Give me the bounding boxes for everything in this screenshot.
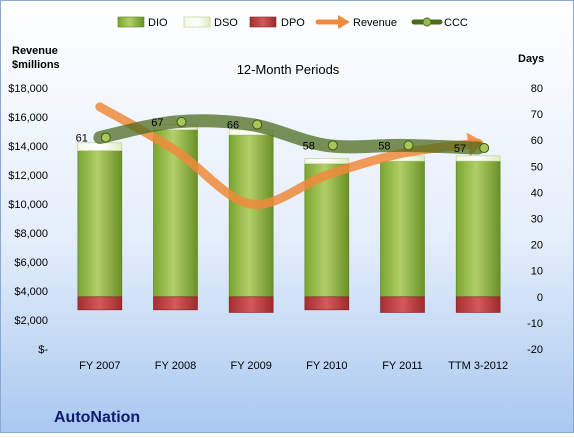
ccc-data-label: 57 <box>454 143 466 155</box>
ccc-point <box>176 116 187 127</box>
right-axis-label: Days <box>518 53 544 65</box>
ccc-point <box>100 132 111 143</box>
ccc-point <box>252 119 263 130</box>
legend-swatch-dpo <box>249 16 277 28</box>
bar-dpo <box>455 296 501 313</box>
bar-dpo <box>304 296 350 311</box>
left-tick-label: $18,000 <box>8 83 48 95</box>
legend-label-revenue: Revenue <box>353 17 397 29</box>
category-label: FY 2007 <box>79 360 120 372</box>
bar-dso <box>304 158 350 164</box>
legend-swatch-dso <box>183 16 211 28</box>
bar-dpo <box>153 296 198 311</box>
left-tick-label: $8,000 <box>14 228 48 240</box>
ccc-data-label: 58 <box>378 140 390 152</box>
right-tick-label: -20 <box>527 344 543 356</box>
ccc-point <box>479 143 490 154</box>
bar-dio <box>380 160 425 298</box>
right-tick-label: 30 <box>531 214 543 226</box>
legend-label-dso: DSO <box>214 17 238 29</box>
bar-dio <box>228 134 274 298</box>
right-tick-label: 20 <box>531 240 543 252</box>
right-tick-label: 80 <box>531 83 543 95</box>
right-tick-label: -10 <box>527 318 543 330</box>
company-label: AutoNation <box>54 409 140 426</box>
ccc-data-label: 66 <box>227 120 239 132</box>
bar-dio <box>77 150 123 298</box>
left-tick-label: $- <box>38 344 48 356</box>
right-tick-label: 40 <box>531 187 543 199</box>
left-tick-label: $6,000 <box>14 257 48 269</box>
category-label: FY 2010 <box>306 360 347 372</box>
left-tick-label: $10,000 <box>8 199 48 211</box>
bar-dpo <box>77 296 123 311</box>
bar-dso <box>455 155 501 162</box>
legend-label-ccc: CCC <box>444 17 468 29</box>
lines-group: 61 67 66 58 58 57 <box>76 102 490 209</box>
left-tick-label: $2,000 <box>14 315 48 327</box>
bar-dpo <box>380 296 425 313</box>
ccc-data-label: 67 <box>151 117 163 129</box>
bars-group <box>77 124 501 313</box>
category-labels: FY 2007 FY 2008 FY 2009 FY 2010 FY 2011 TTM 3… <box>79 360 508 372</box>
left-tick-label: $12,000 <box>8 170 48 182</box>
left-tick-label: $14,000 <box>8 141 48 153</box>
category-label: FY 2009 <box>230 360 271 372</box>
right-axis: -20 -10 0 10 20 30 40 50 60 70 80 <box>527 83 543 356</box>
legend-label-dpo: DPO <box>281 17 305 29</box>
right-tick-label: 10 <box>531 266 543 278</box>
right-tick-label: 50 <box>531 161 543 173</box>
legend-label-dio: DIO <box>148 17 168 29</box>
right-tick-label: 60 <box>531 135 543 147</box>
ccc-data-label: 58 <box>303 140 315 152</box>
right-tick-label: 0 <box>537 292 543 304</box>
bar-dpo <box>228 296 274 313</box>
left-axis-label-line1: Revenue <box>12 45 58 57</box>
left-axis: $- $2,000 $4,000 $6,000 $8,000 $10,000 $12,000… <box>8 83 48 356</box>
left-tick-label: $4,000 <box>14 286 48 298</box>
category-label: FY 2011 <box>382 360 423 372</box>
right-tick-label: 70 <box>531 109 543 121</box>
category-label: TTM 3-2012 <box>448 360 508 372</box>
left-axis-label-line2: $millions <box>12 59 60 71</box>
legend: DIO DSO DPO Revenue CCC <box>117 15 468 29</box>
left-tick-label: $16,000 <box>8 112 48 124</box>
ccc-point <box>327 140 338 151</box>
legend-swatch-ccc <box>411 17 443 27</box>
revenue-line <box>95 102 483 209</box>
bar-dio <box>455 160 501 298</box>
chart-title: 12-Month Periods <box>237 62 340 77</box>
legend-swatch-revenue <box>315 15 350 29</box>
legend-swatch-dio <box>117 16 145 28</box>
ccc-data-label: 61 <box>76 133 88 145</box>
category-label: FY 2008 <box>155 360 196 372</box>
ccc-point <box>403 140 414 151</box>
